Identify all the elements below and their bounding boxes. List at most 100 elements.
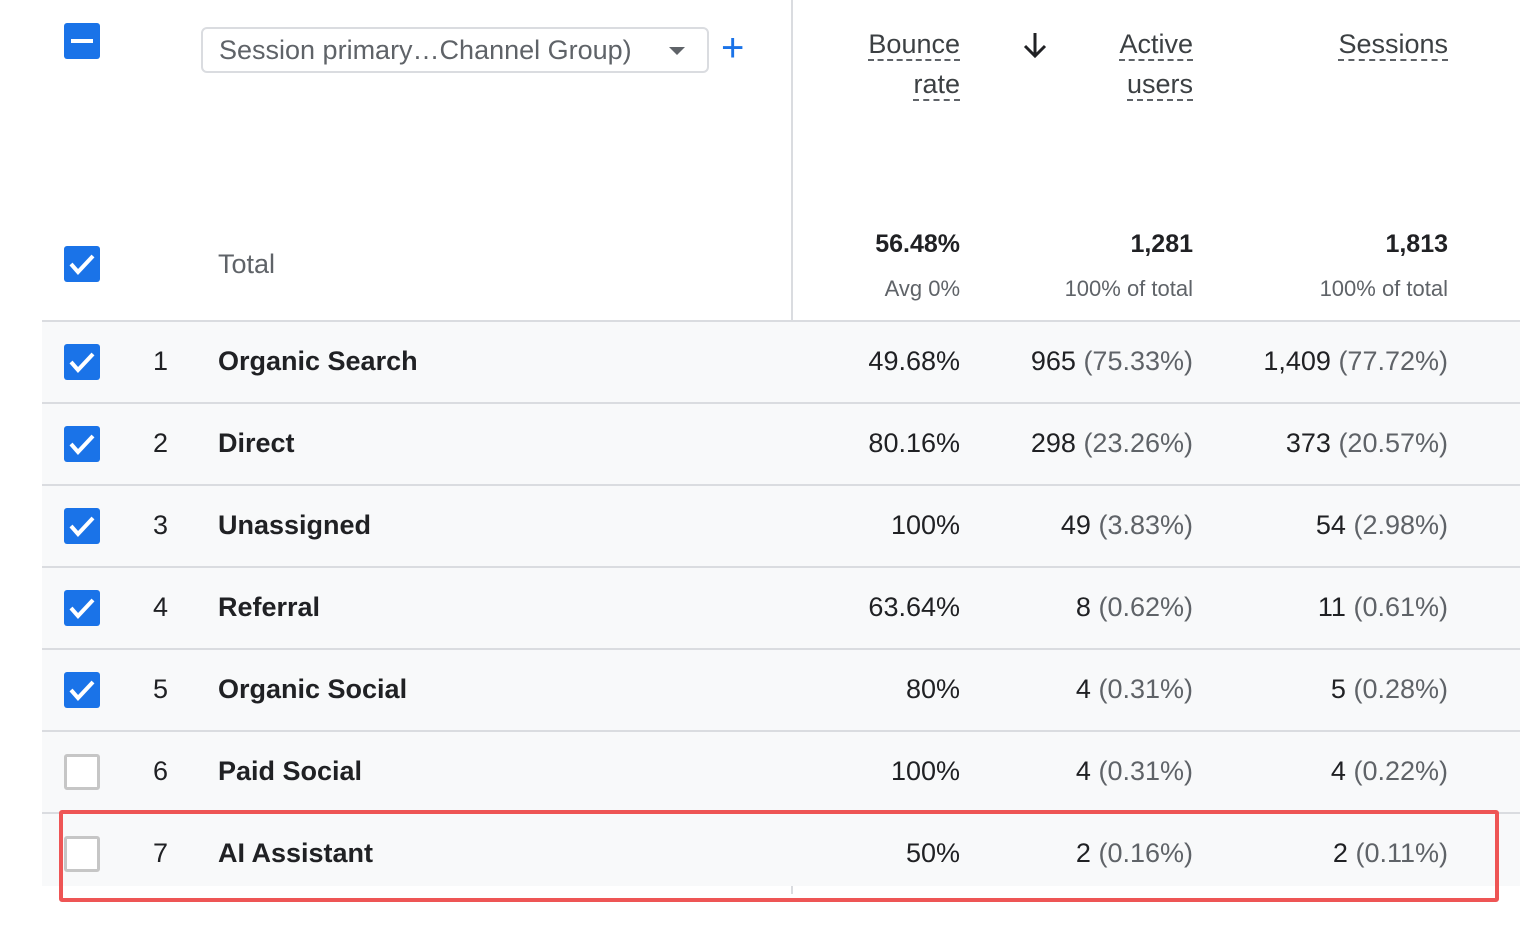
total-active-users-sub: 100% of total bbox=[1064, 276, 1193, 301]
row-channel-name: Direct bbox=[218, 428, 295, 458]
row-checkbox[interactable] bbox=[64, 344, 100, 380]
minus-icon bbox=[71, 39, 93, 43]
row-rank: 7 bbox=[153, 838, 169, 868]
row-bounce-rate: 100% bbox=[890, 510, 960, 540]
total-bounce-rate: 56.48% bbox=[875, 230, 960, 258]
row-sessions-percent: (0.28%) bbox=[1345, 674, 1448, 704]
check-icon bbox=[69, 680, 95, 701]
add-dimension-icon[interactable]: + bbox=[721, 26, 745, 70]
row-bounce-rate: 50% bbox=[905, 838, 960, 868]
header-active-users-line2: users bbox=[1126, 69, 1193, 101]
row-checkbox[interactable] bbox=[64, 672, 100, 708]
row-checkbox[interactable] bbox=[64, 508, 100, 544]
header-active-users-line1: Active bbox=[1119, 29, 1193, 61]
row-rank: 3 bbox=[153, 510, 169, 540]
row-sessions-value: 5 bbox=[1330, 674, 1346, 704]
caret-down-icon bbox=[669, 47, 685, 55]
row-rank: 1 bbox=[153, 346, 169, 376]
row-rank: 6 bbox=[153, 756, 169, 786]
row-active-users-value: 2 bbox=[1075, 838, 1091, 868]
row-channel-name: Organic Social bbox=[218, 674, 408, 704]
table-row[interactable] bbox=[42, 732, 1520, 812]
row-sessions-value: 2 bbox=[1332, 838, 1348, 868]
row-active-users-percent: (0.31%) bbox=[1090, 674, 1193, 704]
row-checkbox[interactable] bbox=[64, 754, 100, 790]
row-active-users-percent: (23.26%) bbox=[1075, 428, 1193, 458]
header-bounce-rate-line1: Bounce bbox=[868, 29, 960, 61]
row-sessions-value: 11 bbox=[1317, 592, 1346, 622]
row-active-users-percent: (0.62%) bbox=[1090, 592, 1193, 622]
row-sessions-percent: (0.22%) bbox=[1345, 756, 1448, 786]
row-sessions: 2 (0.11%) bbox=[1333, 838, 1448, 869]
row-sessions: 5 (0.28%) bbox=[1331, 674, 1448, 705]
row-active-users-value: 298 bbox=[1030, 428, 1076, 458]
row-active-users-value: 4 bbox=[1075, 756, 1091, 786]
header-sessions[interactable]: Sessions bbox=[1338, 24, 1448, 64]
row-sessions-percent: (77.72%) bbox=[1330, 346, 1448, 376]
table-row[interactable] bbox=[42, 322, 1520, 402]
row-checkbox[interactable] bbox=[64, 590, 100, 626]
row-bounce-rate: 63.64% bbox=[868, 592, 960, 622]
row-active-users-percent: (75.33%) bbox=[1075, 346, 1193, 376]
row-sessions-value: 1,409 bbox=[1263, 346, 1331, 376]
row-sessions: 4 (0.22%) bbox=[1331, 756, 1448, 787]
table-row[interactable] bbox=[42, 404, 1520, 484]
row-bounce-rate: 100% bbox=[890, 756, 960, 786]
row-sessions-value: 54 bbox=[1315, 510, 1346, 540]
row-rank: 5 bbox=[153, 674, 169, 704]
table-row[interactable] bbox=[42, 568, 1520, 648]
row-bounce-rate: 80.16% bbox=[868, 428, 960, 458]
select-all-checkbox[interactable] bbox=[64, 23, 100, 59]
row-checkbox[interactable] bbox=[64, 426, 100, 462]
row-channel-name: Referral bbox=[218, 592, 321, 622]
row-bounce-rate: 80% bbox=[905, 674, 960, 704]
row-sessions-percent: (0.11%) bbox=[1347, 838, 1448, 868]
check-icon bbox=[69, 254, 95, 275]
row-sessions: 11 (0.61%) bbox=[1318, 592, 1448, 623]
sort-arrow-down-icon[interactable] bbox=[1020, 30, 1050, 62]
dimension-select-label: Session primary…Channel Group) bbox=[219, 35, 632, 65]
row-divider bbox=[42, 648, 1520, 650]
row-active-users-value: 965 bbox=[1030, 346, 1076, 376]
row-active-users: 4 (0.31%) bbox=[1076, 756, 1193, 787]
row-sessions: 373 (20.57%) bbox=[1286, 428, 1448, 459]
row-active-users: 4 (0.31%) bbox=[1076, 674, 1193, 705]
row-active-users: 49 (3.83%) bbox=[1061, 510, 1193, 541]
table-row[interactable] bbox=[42, 814, 1520, 886]
row-channel-name: Organic Search bbox=[218, 346, 418, 376]
row-divider bbox=[42, 402, 1520, 404]
row-rank: 2 bbox=[153, 428, 169, 458]
total-bounce-rate-sub: Avg 0% bbox=[884, 276, 960, 301]
row-sessions: 1,409 (77.72%) bbox=[1263, 346, 1448, 377]
row-active-users-percent: (0.31%) bbox=[1090, 756, 1193, 786]
table-row[interactable] bbox=[42, 486, 1520, 566]
total-active-users: 1,281 bbox=[1130, 230, 1193, 258]
row-sessions-value: 373 bbox=[1285, 428, 1331, 458]
header-active-users[interactable]: Active users bbox=[1119, 24, 1193, 104]
row-sessions-percent: (2.98%) bbox=[1345, 510, 1448, 540]
row-active-users-value: 49 bbox=[1060, 510, 1091, 540]
row-channel-name: AI Assistant bbox=[218, 838, 374, 868]
row-checkbox[interactable] bbox=[64, 836, 100, 872]
dimension-select[interactable]: Session primary…Channel Group) bbox=[201, 27, 709, 73]
row-active-users: 965 (75.33%) bbox=[1031, 346, 1193, 377]
row-channel-name: Unassigned bbox=[218, 510, 372, 540]
row-channel-name: Paid Social bbox=[218, 756, 363, 786]
row-rank: 4 bbox=[153, 592, 169, 622]
table-row[interactable] bbox=[42, 650, 1520, 730]
row-divider bbox=[42, 730, 1520, 732]
header-sessions-line1: Sessions bbox=[1338, 29, 1448, 61]
header-bounce-rate-line2: rate bbox=[913, 69, 960, 101]
check-icon bbox=[69, 352, 95, 373]
total-sessions-sub: 100% of total bbox=[1319, 276, 1448, 301]
check-icon bbox=[69, 516, 95, 537]
total-label: Total bbox=[218, 249, 276, 279]
row-active-users-percent: (3.83%) bbox=[1090, 510, 1193, 540]
row-active-users: 2 (0.16%) bbox=[1076, 838, 1193, 869]
header-bounce-rate[interactable]: Bounce rate bbox=[868, 24, 960, 104]
row-active-users: 298 (23.26%) bbox=[1031, 428, 1193, 459]
total-checkbox[interactable] bbox=[64, 246, 100, 282]
row-sessions: 54 (2.98%) bbox=[1316, 510, 1448, 541]
row-bounce-rate: 49.68% bbox=[868, 346, 960, 376]
row-sessions-percent: (20.57%) bbox=[1330, 428, 1448, 458]
